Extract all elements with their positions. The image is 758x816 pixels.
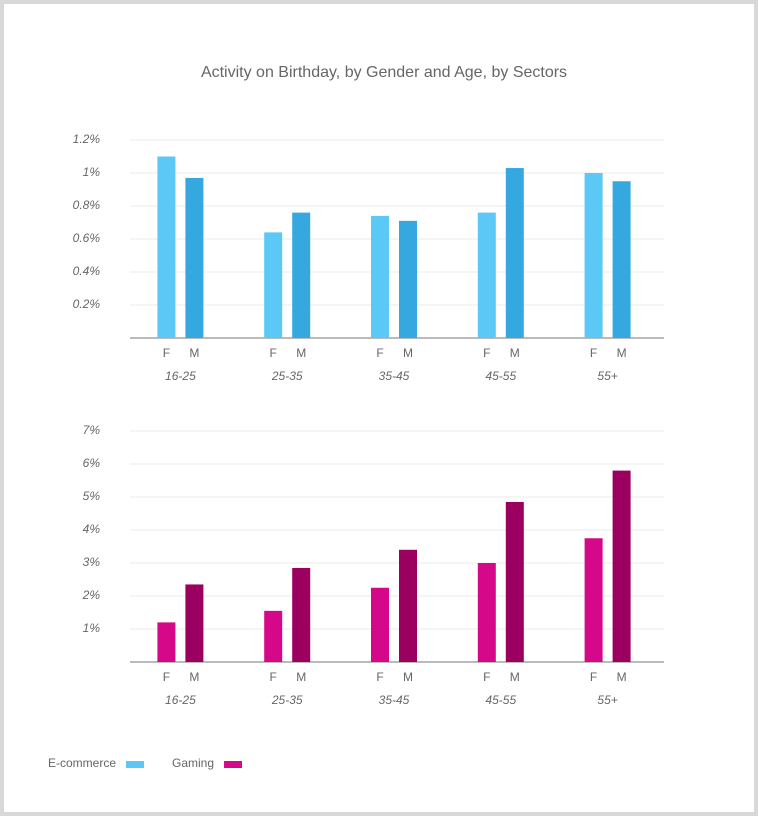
- bar: [264, 610, 283, 662]
- bar: [292, 212, 311, 338]
- x-tick-label: 35-45: [379, 369, 410, 383]
- bar: [612, 470, 631, 662]
- bar: [371, 587, 389, 662]
- y-tick-label: 2%: [82, 588, 101, 602]
- bar-sublabel: M: [617, 346, 627, 360]
- x-tick-label: 55+: [597, 369, 617, 383]
- y-tick-label: 0.2%: [73, 297, 101, 311]
- bar: [477, 563, 496, 662]
- bar-sublabel: F: [270, 670, 277, 684]
- x-tick-label: 16-25: [165, 693, 196, 707]
- chart-title: Activity on Birthday, by Gender and Age,…: [201, 64, 567, 81]
- bar-sublabel: F: [590, 346, 597, 360]
- y-tick-label: 3%: [83, 555, 101, 569]
- legend-swatch: [224, 761, 243, 768]
- x-tick-label: 45-55: [485, 369, 516, 383]
- y-tick-label: 1%: [83, 621, 101, 635]
- x-tick-label: 25-35: [271, 369, 303, 383]
- bar: [584, 173, 603, 338]
- bar: [185, 177, 204, 338]
- bar-sublabel: F: [483, 670, 490, 684]
- bar-sublabel: M: [189, 346, 199, 360]
- bar: [185, 584, 204, 662]
- bar-sublabel: M: [403, 670, 413, 684]
- legend-label: Gaming: [172, 756, 214, 770]
- bar: [612, 181, 631, 338]
- y-tick-label: 7%: [83, 423, 101, 437]
- bar: [505, 501, 524, 662]
- bar-sublabel: F: [376, 346, 383, 360]
- bar: [157, 156, 176, 338]
- bar-sublabel: F: [376, 670, 383, 684]
- x-tick-label: 55+: [597, 693, 617, 707]
- bar: [157, 622, 176, 662]
- y-tick-label: 1.2%: [73, 132, 101, 146]
- x-tick-label: 45-55: [485, 693, 516, 707]
- y-tick-label: 0.4%: [73, 264, 101, 278]
- y-tick-label: 0.8%: [73, 198, 101, 212]
- bar-sublabel: M: [403, 346, 413, 360]
- bar: [399, 549, 417, 662]
- bar-sublabel: M: [510, 670, 520, 684]
- x-tick-label: 25-35: [271, 693, 303, 707]
- x-tick-label: 16-25: [165, 369, 196, 383]
- legend-label: E-commerce: [48, 756, 116, 770]
- y-tick-label: 5%: [83, 489, 101, 503]
- bar-sublabel: F: [163, 670, 170, 684]
- bar: [477, 212, 496, 338]
- bar-sublabel: F: [590, 670, 597, 684]
- bar: [584, 538, 603, 662]
- bar: [399, 220, 417, 338]
- bar-sublabel: F: [270, 346, 277, 360]
- bar-sublabel: M: [510, 346, 520, 360]
- bar-sublabel: F: [483, 346, 490, 360]
- legend-swatch: [126, 761, 145, 768]
- bar-sublabel: F: [163, 346, 170, 360]
- bar-sublabel: M: [617, 670, 627, 684]
- bar: [371, 215, 389, 338]
- y-tick-label: 0.6%: [73, 231, 101, 245]
- bar-sublabel: M: [296, 670, 306, 684]
- y-tick-label: 4%: [83, 522, 101, 536]
- x-tick-label: 35-45: [379, 693, 410, 707]
- y-tick-label: 6%: [83, 456, 101, 470]
- bar: [292, 567, 311, 662]
- bar: [264, 232, 283, 338]
- bar-sublabel: M: [189, 670, 199, 684]
- y-tick-label: 1%: [83, 165, 101, 179]
- bar-sublabel: M: [296, 346, 306, 360]
- bar: [505, 168, 524, 338]
